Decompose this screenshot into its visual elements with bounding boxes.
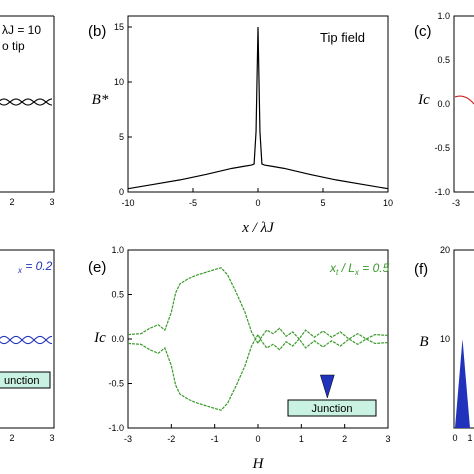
panel-e-xtick-label: 2 — [342, 434, 347, 444]
panel-e-ytick-label: 0.0 — [111, 334, 124, 344]
panel-e-xtick-label: 0 — [255, 434, 260, 444]
panel-e-ytick-label: 0.5 — [111, 290, 124, 300]
panel-c-ylabel: Ic — [417, 92, 430, 108]
panel-d-junction-label: unction — [4, 375, 39, 387]
panel-e-xtick-label: -3 — [124, 434, 132, 444]
panel-b-ytick-label: 0 — [119, 187, 124, 197]
panel-d-xtick-2: 2 — [9, 433, 14, 443]
panel-d-frame — [0, 249, 55, 429]
panel-c-series-red — [454, 95, 474, 105]
panel-e-annotation-sub1: t — [336, 268, 339, 277]
panel-e-position-marker — [319, 374, 335, 399]
panel-c-ytick-label: 0.0 — [437, 99, 450, 109]
panel-f-xtick-0: 0 — [452, 433, 457, 443]
panel-f-ytick-10: 10 — [440, 334, 450, 344]
panel-b-xtick-label: 5 — [320, 198, 325, 208]
panel-f-label: (f) — [414, 261, 428, 278]
panel-f-ytick-20: 20 — [440, 245, 450, 255]
panel-f-ylabel: B — [419, 334, 428, 350]
panel-f-area — [455, 339, 470, 428]
panel-d-series — [0, 335, 53, 345]
panel-e-series-lower — [127, 333, 389, 411]
panel-b-ytick-label: 10 — [114, 77, 124, 87]
panel-b-ytick-label: 15 — [114, 22, 124, 32]
panel-e-xlabel: H — [252, 456, 265, 472]
panel-a-xtick-3: 3 — [49, 197, 54, 207]
panel-b-title: Tip field — [320, 30, 365, 45]
panel-e-junction-box — [287, 399, 377, 417]
panel-b-xtick-label: 10 — [383, 198, 393, 208]
panel-e-ytick-label: 1.0 — [111, 245, 124, 255]
panel-f-xtick-1: 1 — [467, 433, 472, 443]
panel-d-annotation: x = 0.2 — [17, 259, 53, 275]
panel-e-ticks: -3 -2 -1 0 1 2 3 1.0 0.5 0.0 -0.5 -1.0 — [108, 245, 390, 444]
panel-c-ytick-label: -1.0 — [434, 187, 450, 197]
panel-e-series — [127, 267, 389, 411]
panel-d: x = 0.2 unction 2 3 — [0, 249, 55, 443]
panel-d-series-upper — [0, 335, 53, 341]
panel-d-junction-box — [0, 371, 51, 389]
panel-e-xtick-label: 1 — [299, 434, 304, 444]
panel-c: (c) Ic 1.0 0.5 0.0 -0.5 -1.0-3 — [414, 11, 474, 208]
panel-b-tip-field-line — [127, 26, 389, 190]
panel-b-ylabel: B* — [92, 92, 109, 108]
panel-c-frame — [453, 15, 474, 193]
panel-a-series-upper — [0, 98, 53, 103]
panel-c-xtick-label: -3 — [452, 198, 460, 208]
panel-d-annotation-sub: x — [17, 266, 23, 275]
panel-f: (f) B 20 10 0 1 — [414, 245, 474, 443]
panel-e-junction-label: Junction — [312, 403, 353, 415]
panel-b-ytick-label: 5 — [119, 132, 124, 142]
panel-e-ylabel: Ic — [93, 330, 106, 346]
panel-e-ytick-label: -0.5 — [108, 379, 124, 389]
panel-a-lambda-label: λJ = 10 — [2, 23, 41, 37]
panel-a-series-lower — [0, 101, 53, 106]
panel-e: (e) xt / Lx = 0.5 -3 -2 -1 0 1 2 31.00.50.0-0.… — [88, 245, 391, 472]
panel-e-series-upper — [127, 267, 389, 345]
panel-d-series-lower — [0, 339, 53, 345]
panel-c-ytick-label: 1.0 — [437, 11, 450, 21]
panel-b-xlabel: x / λJ — [241, 220, 275, 236]
panel-c-series — [454, 95, 474, 105]
panel-c-ytick-label: 0.5 — [437, 55, 450, 65]
panel-b-label: (b) — [88, 23, 106, 40]
panel-a-tip-label: o tip — [2, 39, 25, 53]
panel-e-xtick-label: 3 — [385, 434, 390, 444]
panel-c-ticks: 1.0 0.5 0.0 -0.5 -1.0-3 — [434, 11, 460, 208]
panel-b: (b) Tip field -10 -5 0 5 10 0 5 10 15 B* x / λJ — [88, 15, 393, 236]
panel-a-xtick-2: 2 — [9, 197, 14, 207]
panel-b-xtick-label: 0 — [255, 198, 260, 208]
panel-b-xtick-label: -10 — [121, 198, 134, 208]
panel-e-annotation: xt / Lx = 0.5 — [329, 261, 390, 277]
panel-e-annotation-sub2: x — [354, 268, 360, 277]
panel-e-xtick-label: -2 — [167, 434, 175, 444]
panel-e-label: (e) — [88, 259, 106, 276]
panel-b-series — [127, 26, 389, 190]
panel-e-xtick-label: -1 — [211, 434, 219, 444]
panel-a: λJ = 10 o tip 2 3 — [0, 15, 55, 207]
panel-e-ytick-label: -1.0 — [108, 423, 124, 433]
panel-b-xtick-label: -5 — [189, 198, 197, 208]
panel-c-label: (c) — [414, 23, 432, 40]
panel-b-ticks: -10 -5 0 5 10 0 5 10 15 — [114, 22, 393, 208]
panel-d-xtick-3: 3 — [49, 433, 54, 443]
panel-c-ytick-label: -0.5 — [434, 143, 450, 153]
panel-a-axes — [0, 15, 55, 193]
panel-a-series — [0, 98, 53, 106]
